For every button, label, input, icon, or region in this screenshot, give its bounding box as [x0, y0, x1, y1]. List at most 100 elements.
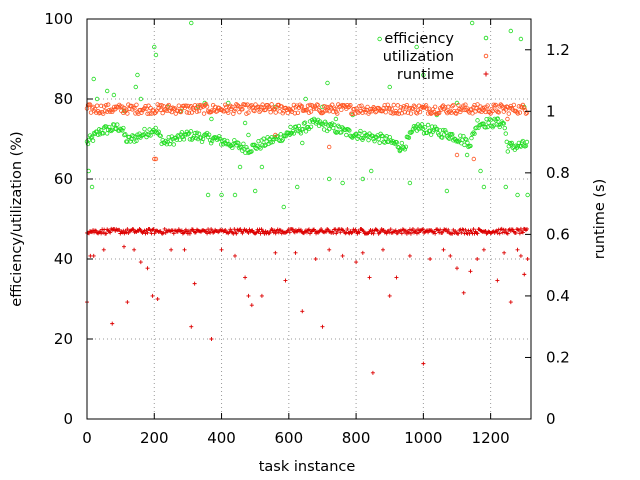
point-efficiency [437, 128, 443, 133]
point-efficiency [523, 143, 529, 149]
point-utilization [209, 108, 215, 113]
point-efficiency [462, 142, 467, 148]
point-runtime [187, 231, 192, 236]
point-utilization [408, 111, 414, 116]
point-efficiency [237, 164, 243, 170]
point-efficiency [153, 125, 158, 131]
point-utilization [463, 102, 468, 107]
point-runtime [124, 230, 129, 235]
point-efficiency [402, 147, 408, 152]
point-efficiency [300, 126, 306, 132]
point-runtime [98, 229, 103, 234]
point-efficiency [327, 122, 333, 127]
point-utilization [224, 104, 229, 110]
point-runtime [144, 228, 149, 233]
point-runtime [369, 231, 374, 236]
point-efficiency [216, 134, 222, 139]
point-utilization [367, 109, 372, 114]
point-runtime [353, 227, 358, 232]
point-utilization [459, 107, 464, 112]
point-runtime [357, 230, 362, 235]
point-efficiency [293, 124, 299, 129]
point-utilization [201, 111, 207, 116]
legend-marker-runtime [483, 71, 489, 77]
point-efficiency [508, 142, 514, 147]
point-runtime [320, 324, 325, 329]
legend: efficiency utilization runtime [383, 31, 489, 83]
point-utilization [391, 102, 396, 108]
point-runtime [233, 253, 237, 258]
point-runtime [515, 247, 520, 252]
point-runtime [450, 231, 455, 236]
point-runtime [150, 293, 155, 298]
point-efficiency [166, 134, 171, 140]
point-runtime [101, 230, 106, 235]
point-efficiency [333, 129, 338, 134]
point-runtime [502, 250, 507, 255]
point-runtime [145, 230, 150, 235]
point-runtime [240, 231, 245, 236]
point-utilization [103, 102, 109, 108]
point-runtime [471, 227, 476, 232]
point-efficiency [232, 192, 238, 198]
point-efficiency [280, 137, 285, 142]
point-utilization [109, 107, 114, 112]
point-utilization [222, 109, 227, 114]
point-efficiency [242, 120, 248, 126]
point-utilization [132, 106, 137, 111]
point-efficiency [308, 124, 314, 130]
point-utilization [426, 106, 432, 111]
point-utilization [145, 111, 150, 116]
point-efficiency [447, 136, 452, 141]
point-efficiency [88, 135, 94, 140]
point-runtime [273, 231, 278, 236]
point-utilization [147, 111, 152, 116]
point-runtime [495, 278, 500, 283]
point-efficiency [502, 125, 507, 131]
point-efficiency [252, 188, 258, 194]
point-efficiency [255, 143, 260, 149]
point-efficiency [339, 130, 344, 135]
point-runtime [403, 228, 408, 233]
point-runtime [126, 231, 131, 236]
point-utilization [443, 105, 448, 110]
point-runtime [475, 231, 480, 236]
point-utilization [322, 108, 328, 114]
point-efficiency [495, 116, 500, 122]
point-runtime [525, 257, 530, 261]
point-utilization [519, 105, 525, 110]
point-utilization [153, 156, 159, 162]
point-runtime [276, 230, 281, 235]
point-runtime [394, 275, 399, 280]
point-runtime [406, 230, 411, 235]
point-runtime [290, 227, 295, 232]
point-runtime [293, 250, 298, 255]
point-utilization [173, 111, 178, 116]
legend-marker-efficiency [483, 35, 489, 41]
point-efficiency [387, 84, 392, 90]
point-efficiency [295, 184, 300, 190]
point-runtime [169, 247, 174, 252]
point-efficiency [503, 184, 508, 190]
point-efficiency [189, 20, 194, 26]
point-runtime [163, 230, 168, 235]
point-runtime [361, 229, 366, 234]
y-tick-label: 80 [54, 90, 73, 108]
point-runtime [205, 231, 210, 236]
y2-tick-label: 1 [546, 102, 556, 120]
legend-marker-utilization [483, 53, 489, 59]
point-utilization [243, 102, 248, 108]
point-utilization [335, 111, 340, 116]
point-utilization [515, 111, 521, 116]
point-runtime [433, 231, 438, 236]
point-efficiency [147, 127, 152, 132]
point-efficiency [319, 121, 325, 126]
y2-tick-label: 0.4 [546, 287, 570, 305]
point-efficiency [521, 143, 527, 148]
point-utilization [160, 110, 165, 116]
point-efficiency [346, 127, 351, 132]
point-efficiency [525, 192, 530, 198]
grid [87, 19, 531, 419]
point-utilization [388, 110, 393, 116]
point-efficiency [344, 132, 349, 138]
